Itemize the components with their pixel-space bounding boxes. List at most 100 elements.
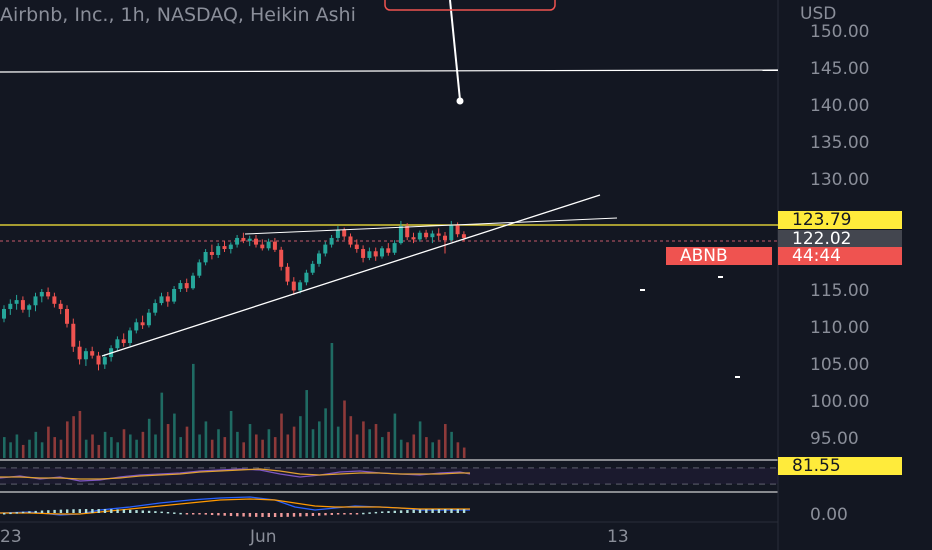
candle-body — [380, 248, 384, 257]
candle-body — [386, 248, 391, 253]
countdown-badge: 44:44 — [778, 247, 902, 265]
candle-body — [96, 355, 101, 365]
symbol-badge[interactable]: ABNB — [666, 247, 772, 265]
volume-bar — [450, 431, 453, 458]
candle-body — [71, 323, 76, 347]
macd-histogram-bar — [198, 513, 201, 515]
volume-bar — [72, 416, 75, 458]
macd-histogram-bar — [229, 513, 233, 517]
macd-histogram-bar — [425, 509, 428, 513]
macd-histogram-bar — [147, 510, 151, 513]
macd-histogram-bar — [91, 509, 94, 513]
macd-histogram-bar — [387, 511, 390, 513]
macd-histogram-bar — [28, 511, 31, 513]
volume-bar — [336, 426, 340, 458]
candle-body — [172, 289, 177, 302]
macd-histogram-bar — [103, 509, 107, 513]
macd-histogram-bar — [349, 513, 352, 515]
volume-bar — [59, 439, 63, 458]
macd-histogram-bar — [122, 509, 126, 513]
candle-body — [58, 303, 63, 309]
volume-bar — [399, 439, 403, 458]
volume-bar — [129, 434, 132, 458]
candle-body — [266, 241, 271, 249]
volume-bar — [34, 431, 38, 458]
volume-bar — [110, 437, 113, 458]
volume-bar — [362, 421, 365, 458]
candle-body — [417, 232, 422, 240]
volume-bar — [324, 408, 327, 458]
candle-body — [430, 233, 435, 238]
volume-bar — [349, 416, 353, 458]
candle-body — [361, 249, 366, 258]
macd-histogram-bar — [368, 512, 371, 514]
candle-body — [83, 351, 88, 360]
candle-body — [39, 291, 44, 297]
macd-histogram-bar — [166, 511, 170, 514]
volume-bar — [28, 439, 31, 458]
macd-histogram-bar — [160, 511, 163, 514]
macd-histogram-bar — [374, 511, 378, 514]
last-price-badge[interactable]: 122.02 — [778, 230, 902, 248]
callout-anchor-dot[interactable] — [456, 97, 464, 105]
price-tick-110: 110.00 — [810, 318, 870, 338]
candle-body — [348, 236, 353, 245]
macd-histogram-bar — [324, 513, 327, 516]
time-tick-13: 13 — [607, 527, 629, 547]
candle-body — [159, 296, 164, 304]
candle-body — [77, 346, 82, 360]
time-tick-23: 23 — [0, 527, 22, 547]
volume-bar — [204, 421, 208, 458]
callout-box[interactable] — [384, 0, 556, 11]
macd-histogram-bar — [72, 509, 75, 513]
callout-line[interactable] — [449, 0, 461, 101]
candle-body — [279, 249, 284, 267]
volume-bar — [406, 442, 409, 458]
candle-body — [228, 244, 233, 250]
macd-histogram-bar — [217, 513, 220, 516]
oscillator-value-badge: 81.55 — [778, 457, 902, 475]
candle-body — [461, 234, 466, 238]
macd-histogram-bar — [3, 513, 6, 515]
volume-bar — [21, 444, 25, 458]
macd-histogram-bar — [418, 509, 422, 513]
macd-panel — [0, 496, 470, 517]
volume-bar — [47, 426, 50, 458]
macd-histogram-bar — [267, 513, 270, 517]
macd-histogram-bar — [53, 509, 56, 513]
volume-bars — [3, 343, 466, 458]
price-tick-140: 140.00 — [810, 96, 870, 116]
volume-bar — [418, 421, 422, 458]
candle-body — [128, 330, 132, 344]
candle-body — [317, 253, 321, 264]
volume-bar — [78, 410, 82, 458]
macd-histogram-bar — [330, 513, 333, 515]
volume-bar — [318, 421, 321, 458]
candle-body — [102, 357, 107, 365]
candle-body — [285, 266, 290, 282]
price-tick-130: 130.00 — [810, 170, 870, 190]
resistance-price-badge[interactable]: 123.79 — [778, 211, 902, 229]
volume-bar — [248, 424, 252, 458]
macd-histogram-bar — [311, 513, 315, 516]
candle-body — [411, 237, 416, 240]
macd-histogram-bar — [34, 510, 37, 513]
macd-histogram-bar — [179, 512, 182, 515]
horizontal-line-145[interactable] — [0, 69, 779, 73]
triangle-top-trendline[interactable] — [244, 217, 618, 235]
volume-bar — [97, 444, 101, 458]
volume-bar — [179, 437, 182, 458]
volume-bar — [425, 437, 428, 458]
volume-bar — [393, 413, 397, 458]
volume-bar — [381, 437, 384, 458]
volume-bar — [305, 390, 308, 458]
candle-body — [165, 296, 170, 302]
macd-histogram-bar — [204, 513, 207, 515]
candle-body — [216, 246, 221, 255]
volume-bar — [53, 437, 56, 458]
volume-bar — [368, 429, 371, 458]
macd-histogram-bar — [110, 509, 113, 513]
rising-support-trendline[interactable] — [101, 194, 601, 357]
